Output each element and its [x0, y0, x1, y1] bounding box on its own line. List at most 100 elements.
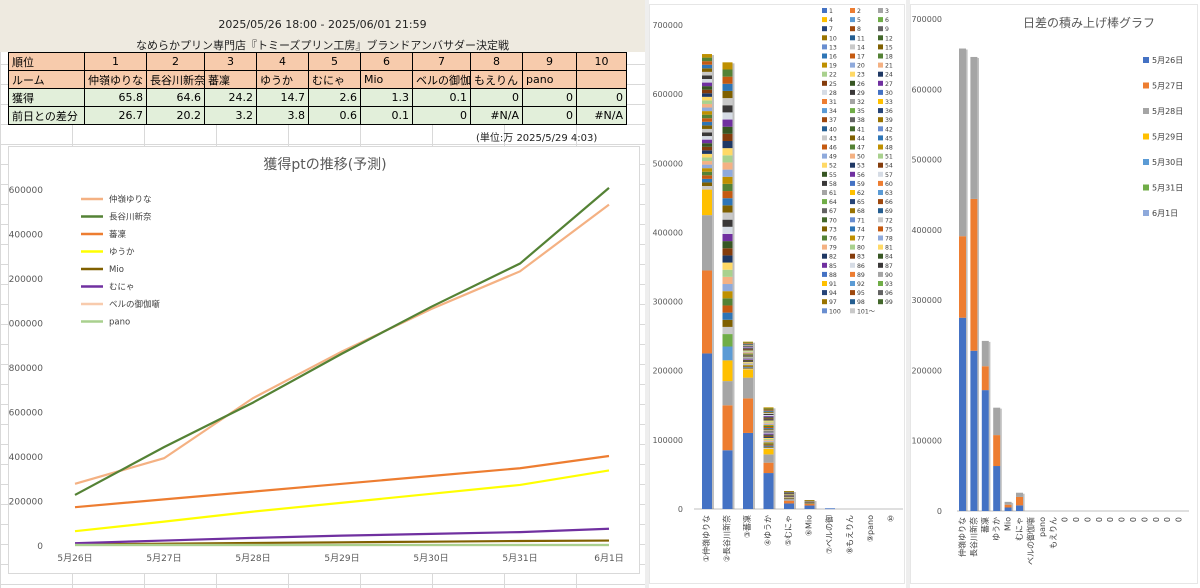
legend-label: Mio — [109, 265, 124, 275]
legend-swatch — [822, 299, 827, 305]
legend-label: 34 — [829, 108, 837, 115]
table-cell: 4 — [256, 52, 309, 71]
bar-segment — [722, 69, 733, 77]
bar-segment — [702, 61, 712, 65]
stacked-bar-chart: 0 100000 200000 300000 400000 500000 600000 700… — [652, 8, 903, 562]
bar-segment — [702, 103, 712, 108]
bar-side — [1023, 493, 1025, 511]
bar-segment — [702, 86, 712, 90]
table-cell: 0 — [576, 88, 627, 107]
bar-segment — [702, 93, 712, 97]
legend-label: 74 — [857, 226, 865, 233]
table-cell: 26.7 — [84, 106, 147, 125]
bar-segment — [763, 421, 774, 423]
bar-segment — [722, 133, 733, 141]
legend-label: 蕃凜 — [109, 229, 127, 240]
legend-label: 46 — [829, 145, 837, 152]
bar-side — [773, 408, 776, 509]
row-label: 順位 — [8, 52, 85, 71]
bar-segment — [763, 409, 774, 411]
y-tick-label: 100000 — [911, 437, 942, 446]
bar-segment — [763, 432, 774, 434]
bar-segment — [743, 362, 753, 363]
x-tick-label: ②長谷川新奈 — [722, 515, 732, 562]
bar-segment — [763, 440, 774, 442]
bar-segment — [763, 420, 774, 422]
legend-swatch — [1143, 82, 1149, 89]
legend-swatch — [878, 253, 883, 259]
legend-swatch — [822, 80, 827, 86]
legend-swatch — [822, 117, 827, 123]
bar-segment — [722, 305, 733, 313]
bar-segment — [722, 162, 733, 170]
legend-swatch — [822, 235, 827, 241]
legend-swatch — [850, 108, 855, 114]
legend-label: 97 — [829, 299, 837, 306]
legend-swatch — [850, 299, 855, 305]
bar-segment — [722, 198, 733, 206]
legend-label: 29 — [857, 90, 865, 97]
bar-segment — [702, 136, 712, 140]
bar-segment — [959, 317, 966, 511]
series-line — [74, 454, 610, 509]
bar-segment — [763, 429, 774, 431]
y-tick-label: 1600000 — [9, 186, 43, 196]
legend-swatch — [1143, 184, 1149, 191]
legend-label: 89 — [857, 272, 865, 279]
bar-segment — [722, 155, 733, 163]
legend-label: 9 — [885, 26, 889, 33]
table-cell: むにゃ — [308, 70, 361, 89]
bar-segment — [763, 434, 774, 436]
legend-swatch — [822, 208, 827, 214]
daily-diff-chart-panel: 日差の積み上げ棒グラフ 0 100000 200000 300000 400000 5000… — [910, 4, 1198, 584]
legend-swatch — [878, 153, 883, 159]
legend-label: 61 — [829, 190, 837, 197]
legend-label: 15 — [885, 44, 893, 51]
bar-segment — [970, 350, 978, 511]
bar-segment — [743, 432, 753, 509]
table-cell: 0.1 — [360, 106, 413, 125]
y-tick-label: 400000 — [911, 226, 942, 235]
legend-label: 17 — [857, 54, 865, 61]
bar-segment — [743, 341, 753, 343]
bar-segment — [1004, 504, 1012, 508]
bar-segment — [702, 146, 712, 151]
bar-segment — [722, 112, 733, 120]
bar-segment — [763, 412, 774, 414]
legend-swatch — [850, 226, 855, 232]
legend-label: 4 — [829, 17, 833, 24]
bar-segment — [722, 255, 733, 263]
bar-segment — [763, 447, 774, 449]
bar-segment — [722, 105, 733, 113]
legend-label: 55 — [829, 172, 837, 179]
legend-swatch — [878, 17, 883, 23]
table-cell: 20.2 — [146, 106, 205, 125]
bar-segment — [970, 56, 978, 199]
table-cell: 5 — [308, 52, 361, 71]
legend-swatch — [850, 208, 855, 214]
legend-label: 100 — [829, 308, 841, 315]
x-tick-label: 0 — [1061, 517, 1070, 522]
bar-segment — [763, 423, 774, 425]
bar-segment — [702, 64, 712, 69]
bar-segment — [743, 344, 753, 346]
table-cell: 3.8 — [256, 106, 309, 125]
x-tick-label: 仲嶺ゆりな — [957, 517, 967, 557]
legend-swatch — [878, 217, 883, 223]
bar-segment — [763, 436, 774, 438]
bar-segment — [702, 189, 712, 216]
legend-swatch — [878, 53, 883, 59]
legend-swatch — [878, 290, 883, 296]
x-tick-label: もえりん — [1049, 517, 1058, 549]
bar-segment — [722, 284, 733, 292]
bar-segment — [722, 119, 733, 127]
legend-label: 48 — [885, 145, 893, 152]
legend-swatch — [850, 235, 855, 241]
legend-label: 94 — [829, 290, 837, 297]
daily-diff-chart: 日差の積み上げ棒グラフ 0 100000 200000 300000 400000 5000… — [911, 15, 1189, 565]
legend-swatch — [850, 99, 855, 104]
bar-side — [977, 57, 979, 511]
legend-label: 5月31日 — [1152, 184, 1183, 193]
table-cell: 3 — [204, 52, 257, 71]
legend-swatch — [850, 89, 855, 95]
